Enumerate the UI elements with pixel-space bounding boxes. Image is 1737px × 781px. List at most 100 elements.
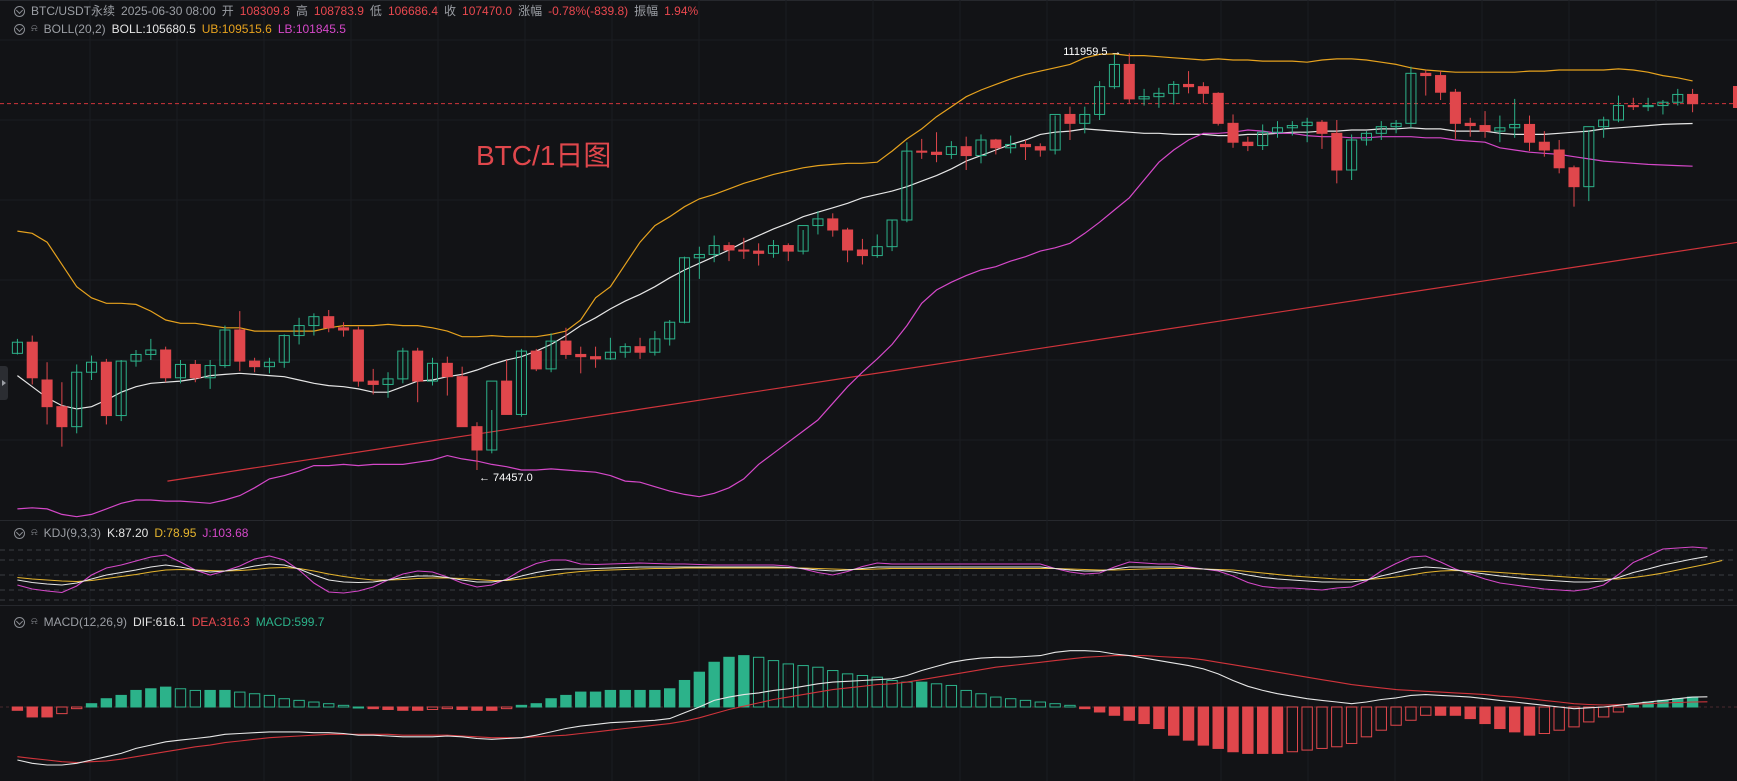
candle-down bbox=[590, 356, 602, 360]
macd-bar-negative bbox=[426, 706, 439, 710]
candle-up bbox=[1390, 122, 1402, 128]
price-scale-marker[interactable] bbox=[1733, 86, 1737, 108]
candle-up bbox=[693, 253, 705, 259]
macd-bar-positive bbox=[723, 656, 735, 708]
macd-bar-negative bbox=[411, 706, 424, 711]
candle-up bbox=[604, 351, 616, 360]
macd-bar-negative bbox=[1420, 706, 1432, 716]
macd-bar-negative bbox=[1079, 706, 1091, 710]
candle-down bbox=[160, 349, 172, 379]
candlestick-pane[interactable] bbox=[0, 53, 1737, 518]
macd-bar-positive bbox=[930, 683, 943, 708]
macd-bar-negative bbox=[41, 706, 53, 718]
candle-up bbox=[1168, 83, 1180, 94]
candle-down bbox=[560, 340, 572, 355]
candle-up bbox=[1494, 127, 1506, 132]
macd-bar-positive bbox=[1034, 701, 1046, 708]
boll-lb-value: LB:101845.5 bbox=[277, 22, 346, 36]
candle-up bbox=[174, 363, 187, 379]
candle-up bbox=[649, 338, 661, 353]
macd-bar-negative bbox=[1568, 706, 1580, 728]
bell-icon[interactable]: ⍾ bbox=[31, 527, 38, 538]
candle-up bbox=[1657, 101, 1669, 107]
macd-bar-negative bbox=[1509, 706, 1521, 733]
collapse-panel-handle[interactable] bbox=[0, 366, 8, 400]
candle-up bbox=[945, 146, 957, 155]
macd-bar-positive bbox=[219, 689, 231, 708]
kdj-indicator-name[interactable]: KDJ(9,3,3) bbox=[43, 526, 101, 540]
macd-bar-negative bbox=[441, 706, 454, 710]
candle-up bbox=[1138, 96, 1150, 100]
macd-bar-positive bbox=[85, 703, 98, 708]
macd-bar-positive bbox=[248, 693, 261, 708]
candle-down bbox=[575, 353, 587, 358]
candle-down bbox=[930, 151, 943, 155]
symbol-name: BTC/USDT永续 bbox=[31, 4, 116, 18]
macd-indicator-name[interactable]: MACD(12,26,9) bbox=[43, 615, 127, 629]
macd-bar-negative bbox=[1316, 706, 1328, 749]
macd-bar-positive bbox=[871, 676, 883, 708]
kdj-d-line bbox=[17, 559, 1723, 583]
candle-up bbox=[1005, 143, 1017, 149]
candle-down bbox=[1523, 123, 1536, 143]
collapse-chevron-icon[interactable] bbox=[14, 616, 25, 628]
boll-mid-value: BOLL:105680.5 bbox=[111, 22, 196, 36]
macd-bar-positive bbox=[308, 701, 320, 708]
chart-overlay-label: BTC/1日图 bbox=[476, 140, 612, 171]
macd-legend: ⍾ MACD(12,26,9) DIF:616.1 DEA:316.3 MACD… bbox=[14, 614, 324, 630]
macd-bar-negative bbox=[1612, 706, 1625, 713]
macd-bar-negative bbox=[382, 706, 394, 710]
candle-up bbox=[263, 361, 275, 368]
low-price-annotation: ← 74457.0 bbox=[478, 472, 533, 485]
candle-down bbox=[1197, 86, 1209, 94]
candle-down bbox=[323, 316, 335, 329]
high-price-annotation: 111959.5 → bbox=[1063, 45, 1122, 58]
boll-indicator-name[interactable]: BOLL(20,2) bbox=[43, 22, 106, 36]
candle-down bbox=[1435, 75, 1447, 93]
candle-up bbox=[11, 341, 23, 354]
kdj-k-value: K:87.20 bbox=[106, 526, 149, 540]
candle-down bbox=[1464, 122, 1476, 127]
macd-bar-positive bbox=[664, 688, 676, 708]
candle-up bbox=[1375, 126, 1387, 134]
candle-up bbox=[678, 257, 691, 323]
collapse-chevron-icon[interactable] bbox=[14, 527, 25, 539]
candle-up bbox=[1509, 123, 1521, 129]
macd-bar-negative bbox=[1583, 706, 1595, 723]
candle-up bbox=[486, 380, 498, 451]
macd-bar-positive bbox=[293, 699, 305, 708]
candle-down bbox=[441, 362, 453, 378]
macd-bar-negative bbox=[397, 706, 409, 711]
candle-down bbox=[456, 376, 468, 428]
macd-bar-positive bbox=[575, 691, 587, 708]
bell-icon[interactable]: ⍾ bbox=[31, 23, 38, 34]
candle-up bbox=[1271, 127, 1284, 133]
candle-down bbox=[1687, 93, 1699, 105]
candle-down bbox=[1034, 146, 1046, 151]
candle-down bbox=[856, 249, 868, 257]
collapse-chevron-icon[interactable] bbox=[14, 23, 25, 35]
macd-bar-negative bbox=[1153, 706, 1165, 730]
macd-hist-value: MACD:599.7 bbox=[255, 615, 325, 629]
candle-up bbox=[1583, 126, 1595, 188]
candle-down bbox=[249, 360, 261, 368]
candle-up bbox=[767, 245, 780, 254]
macd-bar-negative bbox=[26, 706, 38, 718]
kdj-legend: ⍾ KDJ(9,3,3) K:87.20 D:78.95 J:103.68 bbox=[14, 525, 248, 541]
macd-bar-positive bbox=[856, 675, 869, 708]
bell-icon[interactable]: ⍾ bbox=[31, 616, 38, 627]
macd-pane[interactable] bbox=[0, 650, 1737, 766]
macd-dif-value: DIF:616.1 bbox=[133, 615, 186, 629]
kdj-pane[interactable] bbox=[0, 546, 1737, 601]
macd-bar-positive bbox=[189, 689, 201, 708]
candle-down bbox=[1064, 113, 1076, 124]
candle-up bbox=[219, 329, 231, 367]
candle-down bbox=[1212, 92, 1224, 124]
macd-bar-positive bbox=[1049, 703, 1061, 708]
kdj-k-line bbox=[17, 555, 1708, 586]
macd-bar-negative bbox=[456, 706, 468, 710]
collapse-chevron-icon[interactable] bbox=[14, 5, 25, 17]
macd-bar-positive bbox=[678, 679, 691, 708]
